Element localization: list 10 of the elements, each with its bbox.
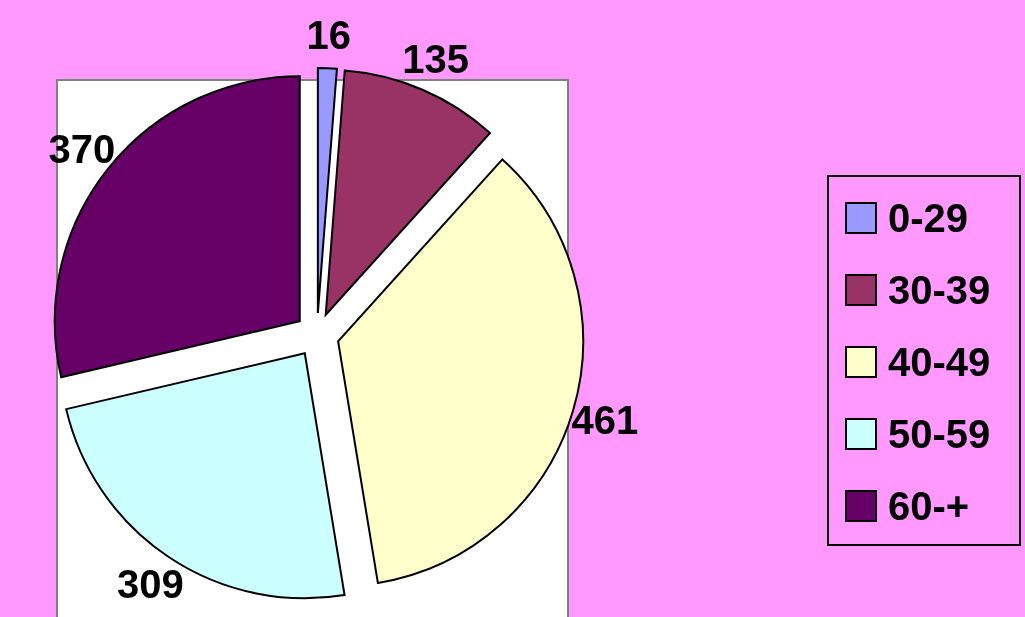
legend-label: 30-39 bbox=[888, 268, 991, 312]
legend-label: 0-29 bbox=[888, 196, 969, 240]
legend-label: 50-59 bbox=[888, 412, 991, 456]
data-label: 16 bbox=[306, 13, 351, 58]
data-label: 309 bbox=[116, 562, 184, 607]
legend-label: 60-+ bbox=[888, 484, 970, 528]
data-label: 370 bbox=[48, 126, 116, 171]
legend-label: 40-49 bbox=[888, 340, 991, 384]
data-label: 135 bbox=[402, 37, 469, 82]
data-label: 461 bbox=[571, 397, 639, 442]
